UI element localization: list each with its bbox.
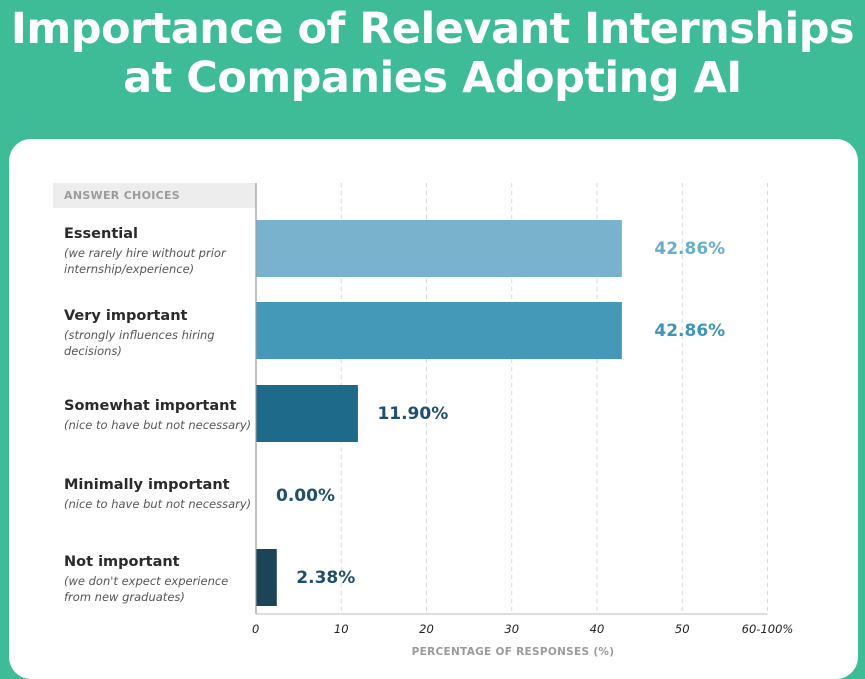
value-label-somewhat-important: 11.90% bbox=[377, 403, 449, 424]
chart-title-line-1: Importance of Relevant Internships bbox=[10, 4, 855, 54]
value-label-not-important: 2.38% bbox=[296, 567, 356, 588]
category-label-not-important: Not important (we don't expect experienc… bbox=[64, 553, 259, 605]
category-description-line: (we rarely hire without prior bbox=[64, 246, 226, 260]
category-name: Somewhat important bbox=[64, 398, 237, 414]
category-description: (we don't expect experience from new gra… bbox=[64, 573, 259, 605]
category-name: Very important bbox=[64, 308, 188, 324]
category-description-line: from new graduates) bbox=[64, 590, 185, 604]
category-description-line: (we don't expect experience bbox=[64, 574, 229, 588]
value-label-very-important: 42.86% bbox=[654, 320, 726, 341]
category-name: Minimally important bbox=[64, 477, 230, 493]
answer-choices-header: ANSWER CHOICES bbox=[53, 183, 256, 208]
value-label-minimally-important: 0.00% bbox=[276, 485, 335, 506]
category-description-line: internship/experience) bbox=[64, 262, 195, 276]
x-tick-label: 50 bbox=[674, 622, 690, 636]
chart-title-line-2: at Companies Adopting AI bbox=[123, 53, 742, 103]
category-label-essential: Essential (we rarely hire without prior … bbox=[64, 225, 259, 277]
category-description-line: (nice to have but not necessary) bbox=[64, 418, 252, 432]
category-label-minimally-important: Minimally important (nice to have but no… bbox=[64, 476, 259, 512]
bar-very-important bbox=[256, 302, 622, 359]
category-description-line: (nice to have but not necessary) bbox=[64, 497, 252, 511]
category-name: Not important bbox=[64, 554, 180, 570]
category-description: (nice to have but not necessary) bbox=[64, 496, 259, 512]
bar-essential bbox=[256, 220, 622, 277]
category-label-somewhat-important: Somewhat important (nice to have but not… bbox=[64, 397, 259, 433]
x-tick-label: 0 bbox=[252, 622, 260, 636]
x-tick-label: 60-100% bbox=[741, 622, 794, 636]
category-name: Essential bbox=[64, 226, 138, 242]
category-description: (we rarely hire without prior internship… bbox=[64, 245, 259, 277]
chart-plot-area bbox=[255, 183, 768, 615]
x-axis-title: PERCENTAGE OF RESPONSES (%) bbox=[411, 646, 615, 658]
x-tick-label: 40 bbox=[589, 622, 605, 636]
x-tick-label: 10 bbox=[333, 622, 349, 636]
x-tick-label: 30 bbox=[504, 622, 520, 636]
category-label-very-important: Very important (strongly influences hiri… bbox=[64, 307, 259, 359]
category-description: (strongly influences hiring decisions) bbox=[64, 327, 259, 359]
category-description: (nice to have but not necessary) bbox=[64, 417, 259, 433]
x-tick-label: 20 bbox=[419, 622, 434, 636]
value-label-essential: 42.86% bbox=[654, 238, 726, 259]
bar-somewhat-important bbox=[256, 385, 358, 442]
category-description-line: decisions) bbox=[64, 344, 122, 358]
category-description-line: (strongly influences hiring bbox=[64, 328, 215, 342]
bar-not-important bbox=[256, 549, 277, 606]
